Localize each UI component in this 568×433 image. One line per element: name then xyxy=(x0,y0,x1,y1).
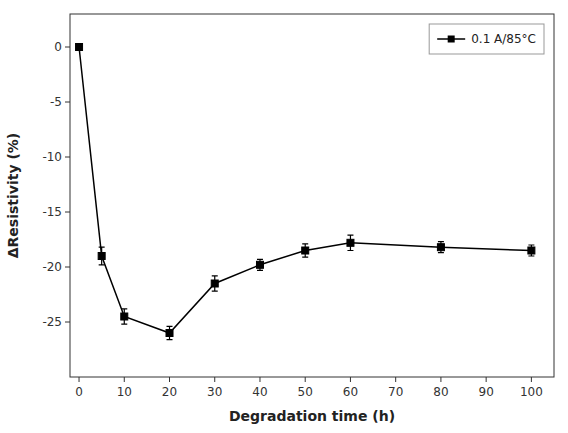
y-tick xyxy=(65,102,70,103)
series-line xyxy=(79,47,531,333)
x-tick-label: 50 xyxy=(298,385,313,399)
y-tick xyxy=(65,322,70,323)
x-tick-label: 100 xyxy=(520,385,543,399)
x-tick xyxy=(259,377,260,382)
x-tick-label: 70 xyxy=(388,385,403,399)
x-tick xyxy=(350,377,351,382)
x-tick xyxy=(124,377,125,382)
data-point xyxy=(437,244,444,251)
y-axis-label: ΔResistivity (%) xyxy=(5,133,21,259)
error-bar xyxy=(257,259,263,270)
chart: 0 10 20 30 40 50 60 70 80 90 100 0 -5 -10 -15 -20 -25 Deg… xyxy=(0,0,568,433)
x-tick-label: 0 xyxy=(75,385,83,399)
y-tick xyxy=(65,267,70,268)
x-tick-label: 40 xyxy=(252,385,267,399)
y-tick-label: -15 xyxy=(42,205,62,219)
x-tick xyxy=(305,377,306,382)
y-tick-label: -5 xyxy=(50,95,62,109)
x-tick-label: 30 xyxy=(207,385,222,399)
data-point xyxy=(121,313,128,320)
error-bar xyxy=(121,309,127,324)
y-tick-label: -25 xyxy=(42,315,62,329)
data-point xyxy=(76,44,83,51)
plot-frame xyxy=(70,14,554,377)
x-tick xyxy=(169,377,170,382)
data-point xyxy=(528,247,535,254)
error-bar xyxy=(438,242,444,253)
x-axis-label: Degradation time (h) xyxy=(229,408,395,424)
x-tick-label: 10 xyxy=(117,385,132,399)
y-tick xyxy=(65,157,70,158)
x-tick-label: 60 xyxy=(343,385,358,399)
y-tick xyxy=(65,212,70,213)
x-tick xyxy=(440,377,441,382)
data-point xyxy=(98,253,105,260)
x-tick xyxy=(395,377,396,382)
x-tick-label: 90 xyxy=(479,385,494,399)
x-tick-label: 20 xyxy=(162,385,177,399)
data-point xyxy=(302,247,309,254)
x-tick xyxy=(486,377,487,382)
error-bar xyxy=(347,235,353,250)
data-point xyxy=(256,261,263,268)
x-tick-label: 80 xyxy=(433,385,448,399)
error-bar xyxy=(302,244,308,257)
y-tick-label: 0 xyxy=(54,40,62,54)
plot-data xyxy=(76,44,535,340)
data-point xyxy=(166,330,173,337)
data-point xyxy=(347,239,354,246)
error-bar xyxy=(99,247,105,265)
y-tick xyxy=(65,47,70,48)
error-bar xyxy=(528,245,534,256)
y-tick-label: -20 xyxy=(42,260,62,274)
legend-box xyxy=(429,24,544,54)
x-tick xyxy=(531,377,532,382)
y-tick-label: -10 xyxy=(42,150,62,164)
error-bar xyxy=(167,326,173,339)
legend: 0.1 A/85°C xyxy=(429,24,544,54)
x-tick xyxy=(79,377,80,382)
data-point xyxy=(211,280,218,287)
legend-marker xyxy=(448,36,455,43)
x-tick xyxy=(214,377,215,382)
legend-label: 0.1 A/85°C xyxy=(471,32,536,46)
error-bar xyxy=(212,276,218,291)
